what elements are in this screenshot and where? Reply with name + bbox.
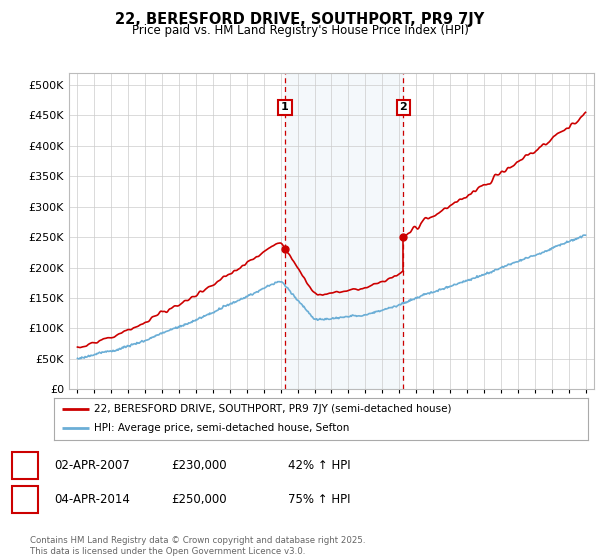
Bar — [285, 73, 403, 389]
Text: HPI: Average price, semi-detached house, Sefton: HPI: Average price, semi-detached house,… — [94, 423, 349, 433]
Text: Price paid vs. HM Land Registry's House Price Index (HPI): Price paid vs. HM Land Registry's House … — [131, 24, 469, 36]
Text: 42% ↑ HPI: 42% ↑ HPI — [288, 459, 350, 473]
Text: 1: 1 — [20, 459, 29, 473]
Text: 2: 2 — [400, 102, 407, 113]
Text: £230,000: £230,000 — [171, 459, 227, 473]
Text: 75% ↑ HPI: 75% ↑ HPI — [288, 493, 350, 506]
Text: £250,000: £250,000 — [171, 493, 227, 506]
Text: 2: 2 — [20, 493, 29, 506]
Text: Contains HM Land Registry data © Crown copyright and database right 2025.
This d: Contains HM Land Registry data © Crown c… — [30, 536, 365, 556]
Text: 22, BERESFORD DRIVE, SOUTHPORT, PR9 7JY: 22, BERESFORD DRIVE, SOUTHPORT, PR9 7JY — [115, 12, 485, 27]
Text: 22, BERESFORD DRIVE, SOUTHPORT, PR9 7JY (semi-detached house): 22, BERESFORD DRIVE, SOUTHPORT, PR9 7JY … — [94, 404, 452, 414]
Text: 1: 1 — [281, 102, 289, 113]
Text: 02-APR-2007: 02-APR-2007 — [54, 459, 130, 473]
Text: 04-APR-2014: 04-APR-2014 — [54, 493, 130, 506]
